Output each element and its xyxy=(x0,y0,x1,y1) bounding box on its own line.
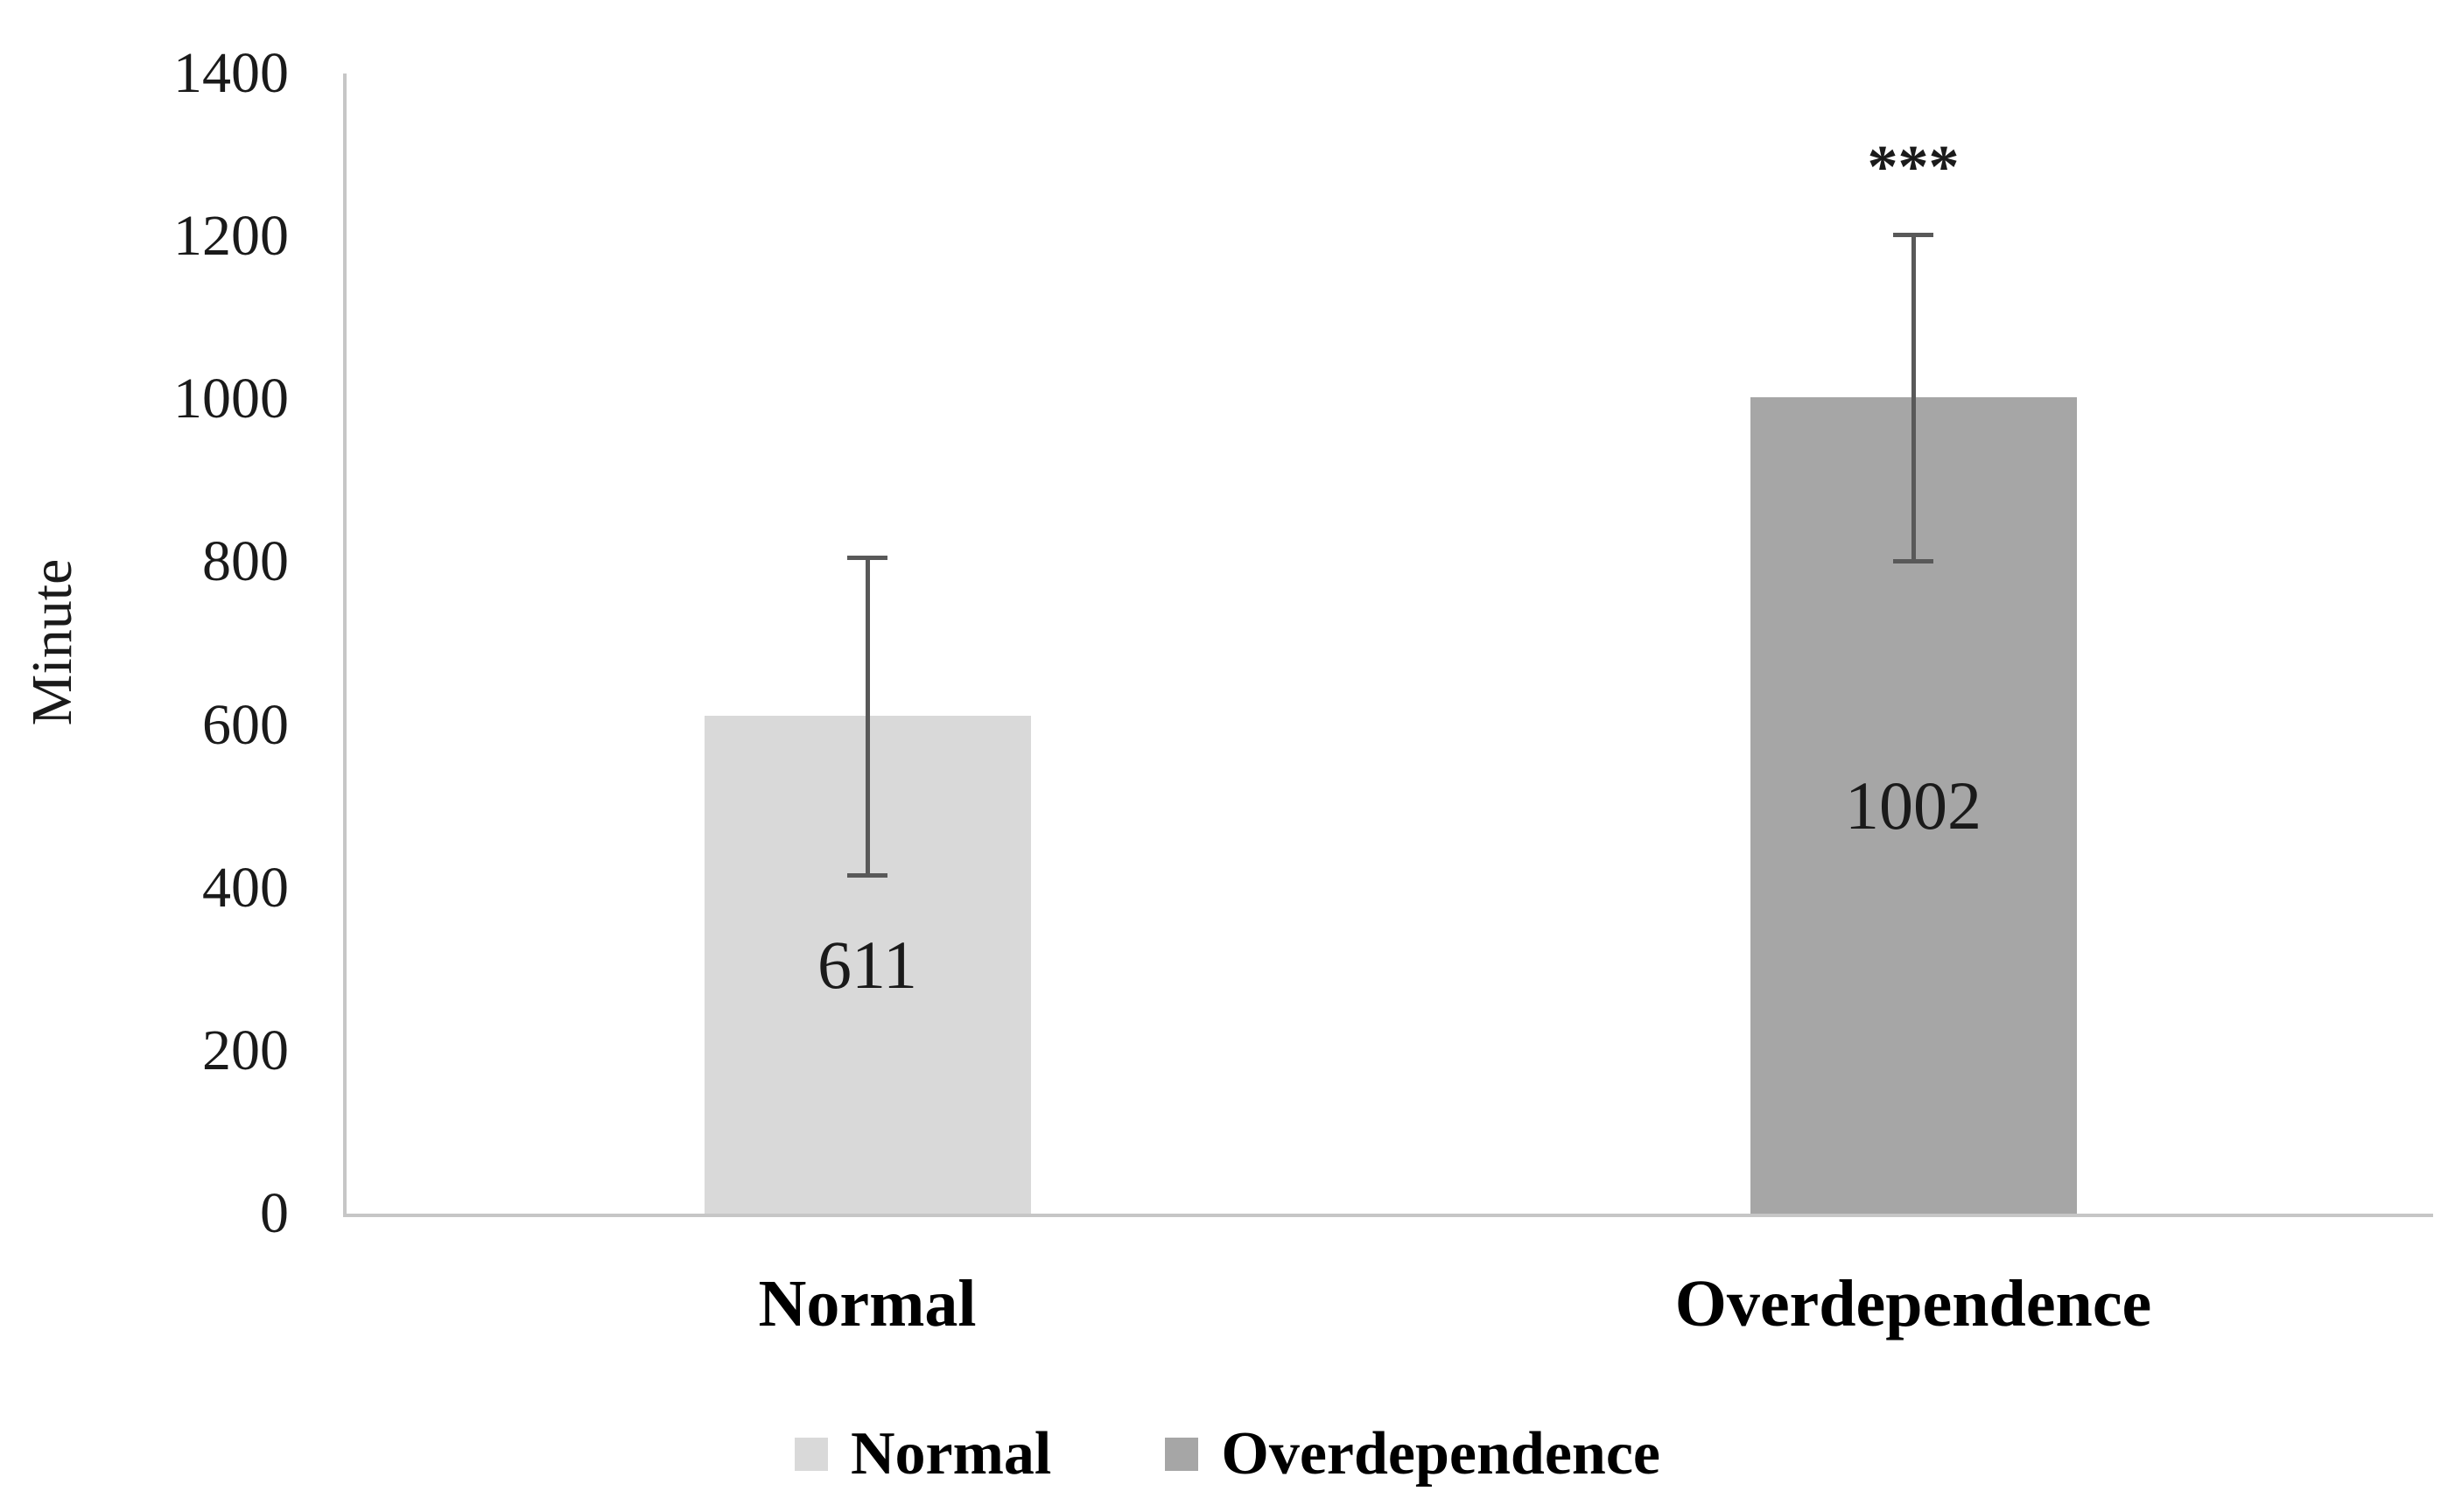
y-tick-label: 1400 xyxy=(173,41,289,105)
legend-label-normal: Normal xyxy=(851,1420,1052,1488)
y-tick-label: 1200 xyxy=(173,204,289,269)
y-tick-label: 800 xyxy=(202,529,289,594)
y-tick-label: 400 xyxy=(202,855,289,920)
y-tick-label: 1000 xyxy=(173,367,289,431)
chart-legend: Normal Overdependence xyxy=(0,1410,2455,1498)
error-cap-top-overdependence xyxy=(1893,233,1933,238)
bar-value-label-normal: 611 xyxy=(817,926,918,1003)
error-cap-bottom-normal xyxy=(847,872,887,878)
x-category-label-normal: Normal xyxy=(758,1267,977,1340)
error-bar-normal xyxy=(865,556,870,875)
x-axis-line xyxy=(343,1214,2433,1217)
legend-label-overdependence: Overdependence xyxy=(1221,1420,1660,1488)
legend-item-normal: Normal xyxy=(795,1419,1051,1489)
y-axis-title: Minute xyxy=(20,558,84,726)
legend-swatch-normal-icon xyxy=(795,1438,828,1471)
significance-label-overdependence: *** xyxy=(1867,134,1960,202)
error-cap-bottom-overdependence xyxy=(1893,558,1933,564)
legend-item-overdependence: Overdependence xyxy=(1165,1419,1660,1489)
x-category-label-overdependence: Overdependence xyxy=(1674,1267,2152,1340)
error-cap-top-normal xyxy=(847,555,887,560)
y-tick-label: 200 xyxy=(202,1018,289,1082)
y-tick-label: 600 xyxy=(202,692,289,757)
legend-swatch-overdependence-icon xyxy=(1165,1438,1199,1471)
error-bar-overdependence xyxy=(1911,234,1916,561)
y-tick-label: 0 xyxy=(260,1181,289,1245)
y-axis-line xyxy=(343,74,347,1217)
bar-value-label-overdependence: 1002 xyxy=(1845,766,1982,844)
